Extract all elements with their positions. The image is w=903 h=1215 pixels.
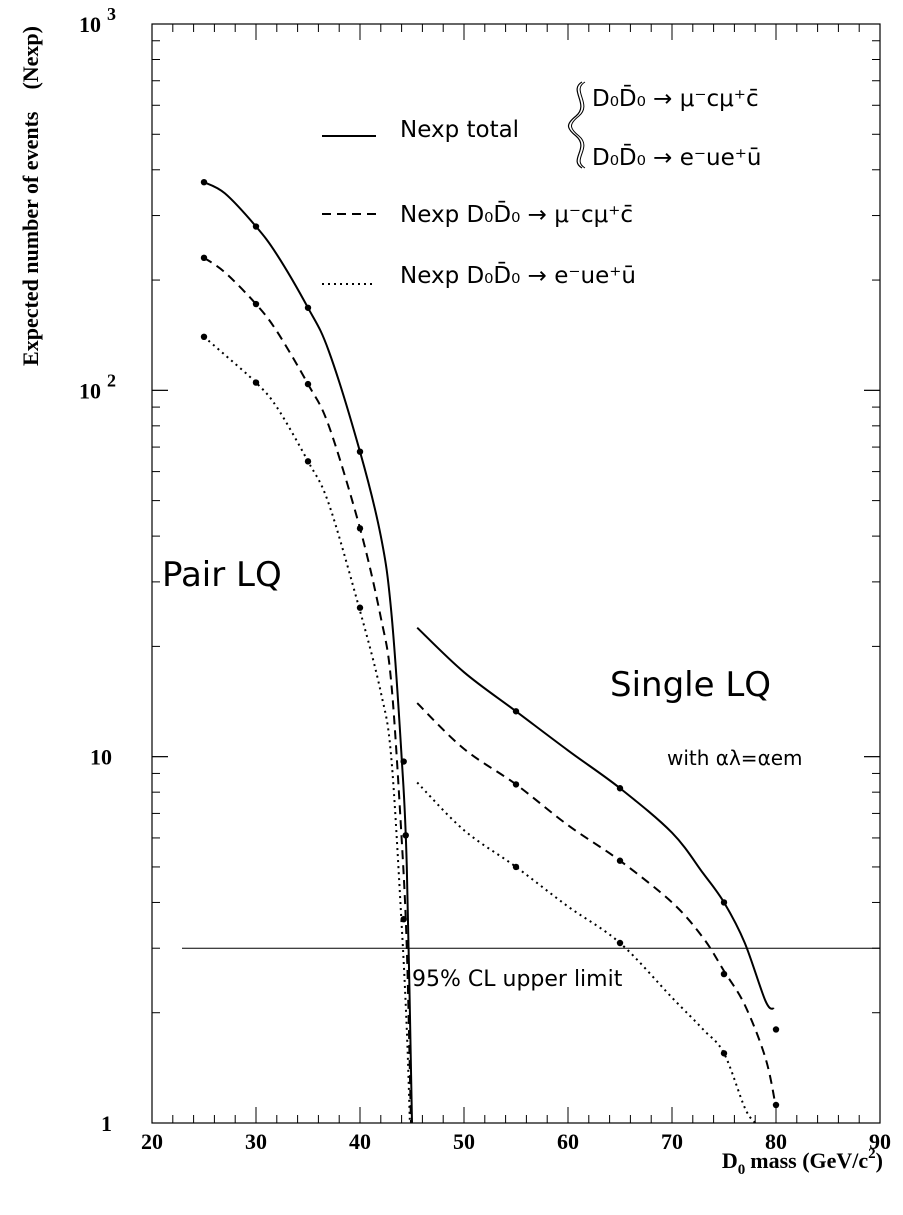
- legend-label-total: Nexp total: [400, 117, 519, 143]
- legend-channel-e: D₀D̄₀ → e⁻ue⁺ū: [592, 143, 762, 171]
- x-axis-title: D0 mass (GeV/c2): [722, 1146, 883, 1178]
- data-point-e: [400, 916, 407, 923]
- legend-label-e: Nexp D₀D̄₀ → e⁻ue⁺ū: [400, 261, 636, 289]
- data-point-total: [720, 899, 728, 906]
- legend-channel-mu: D₀D̄₀ → μ⁻cμ⁺c̄: [592, 84, 759, 112]
- y-tick-label: 10 3: [79, 4, 116, 37]
- x-tick-label: 70: [661, 1129, 683, 1154]
- data-point-total: [304, 304, 312, 311]
- brace-icon: [567, 81, 583, 169]
- data-point-total: [252, 223, 260, 230]
- y-tick-label: 10 2: [79, 370, 116, 403]
- x-tick-label: 60: [557, 1129, 579, 1154]
- coupling-label: with αλ=αem: [667, 746, 803, 770]
- data-point-e: [512, 863, 520, 871]
- data-point-mu: [356, 525, 364, 532]
- legend: Nexp total D₀D̄₀ → μ⁻cμ⁺c̄ D₀D̄₀ → e⁻ue⁺…: [322, 81, 762, 289]
- limit-label: 95% CL upper limit: [412, 967, 623, 992]
- pair-lq-label: Pair LQ: [162, 555, 282, 595]
- x-tick-labels: 20 30 40 50 60 70 80 90: [141, 1129, 891, 1154]
- data-point-mu: [200, 254, 208, 262]
- x-axis-symbol-sub: 0: [738, 1162, 746, 1178]
- data-point-mu: [512, 781, 520, 788]
- x-tick-label: 30: [245, 1129, 267, 1154]
- series-line-mu: [416, 702, 777, 1109]
- legend-label-mu: Nexp D₀D̄₀ → μ⁻cμ⁺c̄: [400, 200, 633, 228]
- y-tick-label: 1: [101, 1111, 112, 1136]
- series-line-e: [203, 336, 411, 1124]
- data-point-total: [200, 178, 208, 186]
- data-point-mu: [772, 1101, 780, 1109]
- data-point-mu: [616, 857, 624, 864]
- data-point-total: [772, 1026, 780, 1033]
- series-line-e: [416, 781, 757, 1124]
- data-point-total: [512, 708, 520, 715]
- tick-marks: [151, 23, 881, 1124]
- data-point-total: [400, 758, 407, 765]
- data-point-mu: [304, 380, 312, 388]
- data-point-e: [304, 458, 312, 465]
- data-point-e: [200, 333, 208, 341]
- x-tick-label: 50: [453, 1129, 475, 1154]
- x-axis-label-text: mass (GeV/c: [750, 1148, 868, 1173]
- data-point-e: [720, 1050, 728, 1057]
- x-axis-symbol: D: [722, 1148, 738, 1173]
- x-tick-label: 80: [765, 1129, 787, 1154]
- data-point-total: [616, 785, 624, 792]
- data-point-e: [252, 379, 260, 386]
- plot-frame: [151, 23, 881, 1124]
- single-lq-label: Single LQ: [610, 665, 771, 705]
- data-point-e: [356, 604, 364, 611]
- series-group: [200, 178, 780, 1124]
- x-axis-label-close: ): [876, 1148, 883, 1173]
- data-point-mu: [252, 300, 260, 308]
- x-tick-label: 20: [141, 1129, 163, 1154]
- brace-icon-double: [571, 81, 586, 169]
- data-point-e: [616, 939, 624, 947]
- series-line-total: [416, 626, 775, 1010]
- series-line-total: [203, 181, 413, 1124]
- series-line-mu: [203, 256, 412, 1124]
- y-tick-label: 10: [90, 745, 112, 770]
- data-point-total: [402, 832, 409, 839]
- x-tick-label: 40: [349, 1129, 371, 1154]
- data-point-mu: [720, 970, 728, 978]
- x-axis-label-sup: 2: [868, 1146, 876, 1162]
- data-point-total: [356, 448, 364, 455]
- y-axis-title: Expected number of events (Nexp): [18, 26, 43, 366]
- x-tick-label: 90: [869, 1129, 891, 1154]
